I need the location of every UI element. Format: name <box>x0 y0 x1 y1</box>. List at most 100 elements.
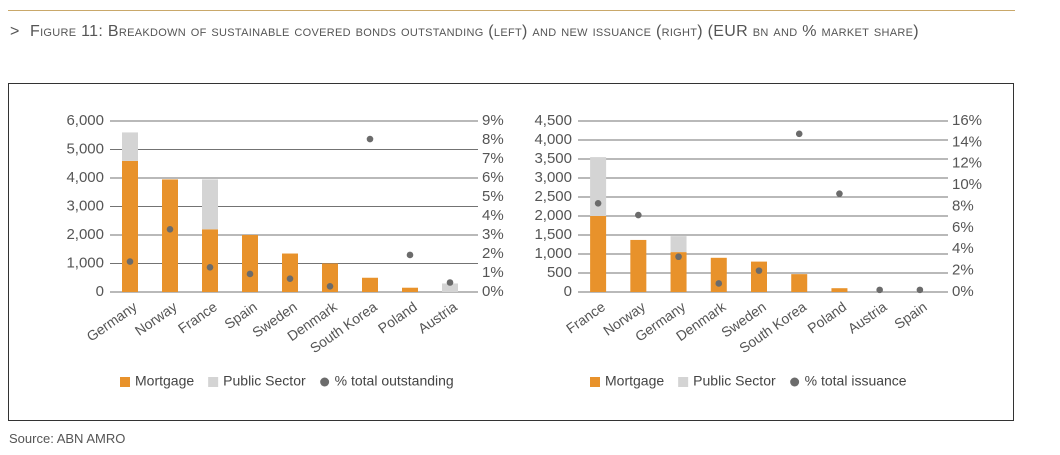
y-tick-label: 1,000 <box>534 245 572 262</box>
x-tick-label: Germany <box>84 298 140 344</box>
y-tick-label: 0 <box>564 283 572 300</box>
y2-tick-label: 2% <box>482 245 504 262</box>
share-dot <box>166 226 174 233</box>
legend-swatch <box>790 377 800 387</box>
bar-segment <box>751 261 767 292</box>
y2-tick-label: 4% <box>482 207 504 224</box>
share-dot <box>206 264 214 271</box>
y-tick-label: 1,500 <box>534 226 572 243</box>
bar-segment <box>122 160 138 292</box>
legend-label: % total issuance <box>805 373 907 389</box>
y2-tick-label: 5% <box>482 188 504 205</box>
share-dot <box>246 270 254 278</box>
share-dot <box>406 251 414 259</box>
figure-title: > Figure 11: Breakdown of sustainable cov… <box>10 18 1060 45</box>
y2-tick-label: 0% <box>482 283 504 300</box>
bar-segment <box>322 263 338 292</box>
share-dot <box>286 275 294 283</box>
legend-swatch <box>120 377 130 387</box>
y2-tick-label: 0% <box>952 283 974 300</box>
share-dot <box>126 258 134 265</box>
legend-label: Mortgage <box>605 373 664 389</box>
x-tick-label: Austria <box>845 298 890 336</box>
bar-segment <box>202 179 218 230</box>
y2-tick-label: 12% <box>952 155 982 172</box>
y2-tick-label: 6% <box>952 219 974 236</box>
share-dot <box>795 130 803 138</box>
y-tick-label: 3,500 <box>534 150 572 167</box>
title-marker: > <box>10 23 20 40</box>
bar-segment <box>670 236 687 253</box>
bar-segment <box>402 287 418 292</box>
bar-segment <box>710 257 727 292</box>
y-tick-label: 4,000 <box>66 169 104 186</box>
bar-segment <box>122 132 138 161</box>
share-dot <box>876 286 883 294</box>
bar-segment <box>630 239 647 292</box>
x-tick-label: Spain <box>891 298 930 332</box>
y-tick-label: 2,000 <box>534 207 572 224</box>
x-tick-label: Poland <box>375 298 420 336</box>
share-dot <box>715 280 723 287</box>
share-dot <box>755 267 763 274</box>
y-tick-label: 1,000 <box>66 254 104 271</box>
legend-swatch <box>678 377 689 387</box>
bar-segment <box>362 277 378 292</box>
y2-tick-label: 14% <box>952 133 982 150</box>
share-dot <box>366 135 374 143</box>
y2-tick-label: 3% <box>482 226 504 243</box>
bar-segment <box>282 253 298 292</box>
y-tick-label: 500 <box>547 264 572 281</box>
share-dot <box>675 253 682 261</box>
y2-tick-label: 2% <box>952 262 974 279</box>
y2-tick-label: 10% <box>952 176 982 193</box>
y-tick-label: 5,000 <box>66 140 104 157</box>
y2-tick-label: 7% <box>482 150 504 167</box>
bar-segment <box>791 274 808 292</box>
share-dot <box>594 199 602 207</box>
x-tick-label: Poland <box>804 298 849 336</box>
bar-segment <box>590 216 607 292</box>
y-tick-label: 2,500 <box>534 188 572 205</box>
x-tick-label: France <box>563 298 608 336</box>
share-dot <box>446 279 454 286</box>
x-tick-label: Austria <box>415 298 460 336</box>
y-tick-label: 4,000 <box>534 131 572 148</box>
x-tick-label: France <box>175 298 220 336</box>
source-note: Source: ABN AMRO <box>9 431 126 446</box>
legend-label: Public Sector <box>693 373 776 389</box>
y-tick-label: 3,000 <box>534 169 572 186</box>
y2-tick-label: 8% <box>952 197 974 214</box>
legend-label: Public Sector <box>223 373 306 389</box>
bar-segment <box>162 179 178 292</box>
bar-segment <box>831 288 848 292</box>
chart-frame <box>8 83 1014 421</box>
legend-label: % total outstanding <box>335 373 454 389</box>
legend-swatch <box>590 377 600 387</box>
share-dot <box>916 286 924 294</box>
share-dot <box>326 283 334 290</box>
y2-tick-label: 8% <box>482 131 504 148</box>
y2-tick-label: 1% <box>482 264 504 281</box>
legend-swatch <box>320 377 330 387</box>
x-tick-label: Norway <box>132 298 180 338</box>
y2-tick-label: 6% <box>482 169 504 186</box>
share-dot <box>635 211 642 219</box>
y2-tick-label: 9% <box>482 112 504 129</box>
bar-segment <box>442 283 458 292</box>
share-dot <box>836 190 843 197</box>
y-tick-label: 0 <box>96 283 104 300</box>
y-tick-label: 6,000 <box>66 112 104 129</box>
y2-tick-label: 4% <box>952 240 974 257</box>
top-rule <box>8 10 1015 11</box>
bar-segment <box>202 229 218 292</box>
legend-label: Mortgage <box>135 373 194 389</box>
title-text: Figure 11: Breakdown of sustainable cove… <box>30 23 919 40</box>
y-tick-label: 4,500 <box>534 112 572 129</box>
legend-swatch <box>208 377 219 387</box>
bar-segment <box>590 157 607 216</box>
bar-segment <box>670 252 687 292</box>
y-tick-label: 3,000 <box>66 197 104 214</box>
